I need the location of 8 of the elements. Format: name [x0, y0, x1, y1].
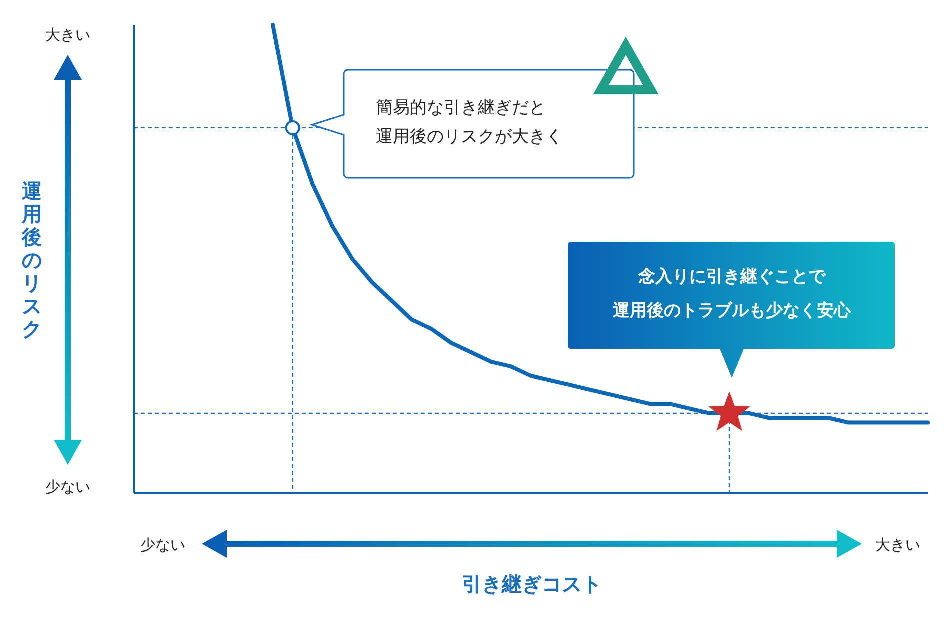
annotation: 念入りに引き継ぐことで運用後のトラブルも少なく安心: [612, 267, 852, 321]
text: 運用後のリスク: [21, 179, 42, 341]
text: 大きい: [876, 536, 920, 554]
text: 少ない: [140, 536, 186, 554]
text: 少ない: [46, 478, 90, 496]
annotation: 簡易的な引き継ぎだと運用後のリスクが大きく: [376, 98, 563, 147]
text: 大きい: [46, 26, 90, 44]
x-axis-title: 引き継ぎコスト: [462, 572, 602, 596]
